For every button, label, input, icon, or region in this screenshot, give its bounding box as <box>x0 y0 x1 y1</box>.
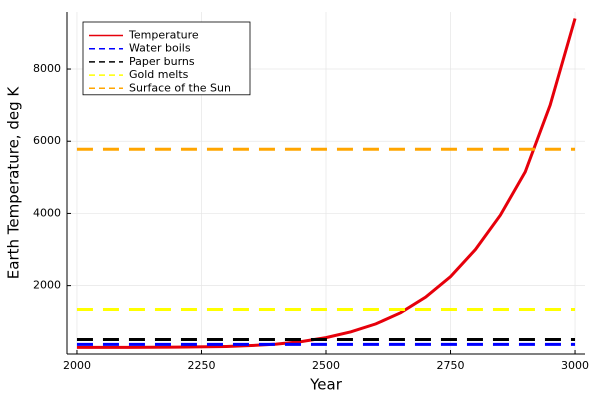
x-tick-label: 2750 <box>437 359 465 372</box>
series-line <box>76 18 577 349</box>
y-tick-label: 4000 <box>33 206 61 219</box>
legend-label: Water boils <box>129 42 191 55</box>
legend-label: Temperature <box>128 29 199 42</box>
y-tick-label: 8000 <box>33 62 61 75</box>
x-axis-label: Year <box>309 376 343 394</box>
y-tick-label: 2000 <box>33 279 61 292</box>
y-axis-label: Earth Temperature, deg K <box>5 86 23 280</box>
x-tick-label: 2250 <box>187 359 215 372</box>
x-tick-label: 3000 <box>561 359 589 372</box>
legend-label: Paper burns <box>129 55 195 68</box>
x-tick-label: 2500 <box>312 359 340 372</box>
y-tick-label: 6000 <box>33 134 61 147</box>
legend-label: Gold melts <box>129 68 189 81</box>
x-tick-label: 2000 <box>63 359 91 372</box>
legend-box <box>82 21 251 96</box>
legend-label: Surface of the Sun <box>129 81 231 94</box>
